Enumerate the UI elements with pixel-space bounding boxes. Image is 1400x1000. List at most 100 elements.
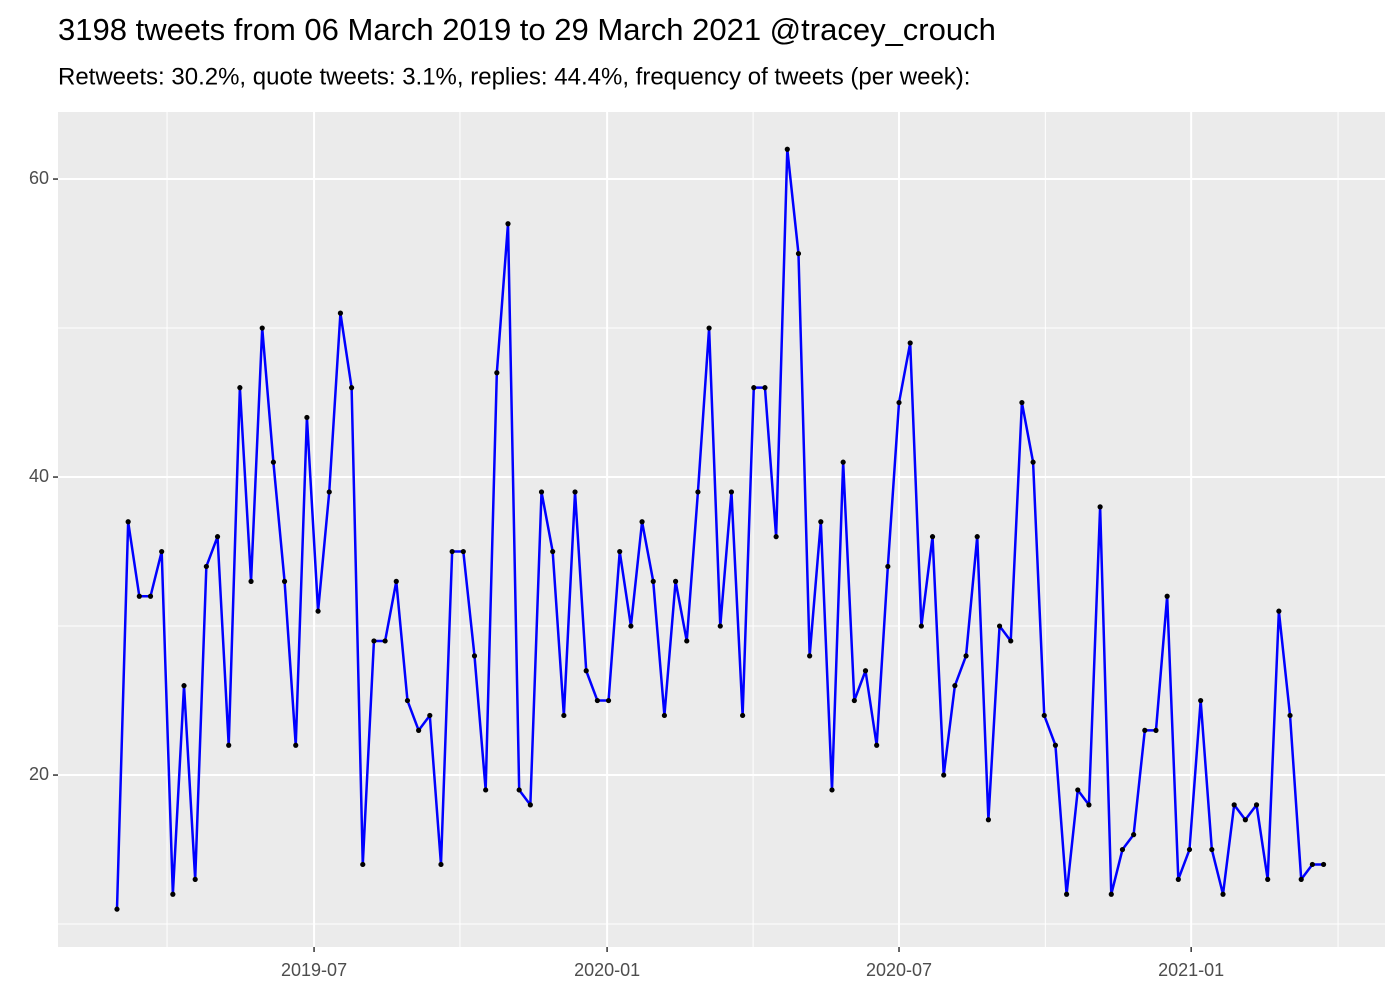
data-point (717, 623, 723, 629)
data-point (773, 534, 779, 540)
data-point (918, 623, 924, 629)
data-point (684, 638, 690, 644)
x-tick-label: 2021-01 (1158, 960, 1224, 980)
y-tick-label: 60 (29, 168, 49, 188)
data-point (203, 563, 209, 570)
data-point (1086, 802, 1092, 808)
data-point (516, 787, 522, 793)
chart-subtitle: Retweets: 30.2%, quote tweets: 3.1%, rep… (58, 63, 970, 90)
data-point (404, 697, 411, 704)
data-point (561, 712, 567, 719)
data-point (740, 712, 746, 719)
data-point (594, 697, 600, 704)
data-point (1030, 459, 1036, 465)
data-point (1064, 891, 1070, 897)
data-point (315, 608, 321, 614)
data-point (851, 697, 857, 704)
data-point (952, 683, 958, 689)
data-point (963, 653, 969, 659)
data-point (795, 250, 802, 257)
data-point (248, 578, 254, 584)
data-point (974, 534, 980, 540)
data-point (1298, 876, 1304, 882)
data-point (1097, 504, 1103, 510)
data-point (572, 489, 578, 495)
data-point (1309, 861, 1315, 868)
data-point (159, 548, 165, 555)
y-tick-label: 40 (29, 466, 49, 486)
data-point (226, 742, 232, 748)
data-point (1175, 876, 1181, 882)
data-point (348, 385, 355, 391)
data-point (1265, 876, 1271, 882)
data-point (337, 310, 344, 316)
data-point (818, 519, 824, 525)
data-point (1287, 712, 1293, 719)
data-point (1119, 846, 1126, 853)
data-point (661, 712, 668, 719)
data-point (1164, 593, 1170, 599)
data-point (985, 817, 991, 823)
data-point (728, 489, 735, 495)
data-point (416, 727, 422, 733)
data-point (1320, 861, 1327, 868)
y-tick-label: 20 (29, 764, 49, 784)
data-point (1276, 608, 1282, 614)
data-point (460, 548, 466, 555)
data-point (181, 683, 187, 689)
data-point (1153, 727, 1159, 733)
data-point (259, 325, 265, 331)
data-point (449, 548, 455, 555)
data-point (617, 548, 623, 555)
data-point (483, 787, 489, 793)
data-point (471, 653, 478, 659)
data-point (1142, 727, 1148, 733)
data-point (427, 712, 433, 719)
data-point (382, 638, 388, 644)
data-point (1131, 832, 1137, 838)
data-point (170, 891, 176, 897)
data-point (1242, 817, 1248, 823)
data-point (829, 787, 835, 793)
data-point (136, 593, 142, 599)
data-point (527, 802, 533, 808)
data-point (706, 325, 712, 331)
data-point (840, 459, 846, 465)
data-point (393, 578, 399, 584)
data-point (125, 519, 131, 525)
data-point (360, 861, 366, 868)
data-point (628, 623, 634, 629)
data-point (784, 146, 790, 152)
data-point (293, 742, 299, 748)
data-point (907, 340, 913, 346)
data-point (1075, 787, 1081, 793)
data-point (114, 906, 120, 912)
data-point (583, 668, 589, 674)
data-point (695, 489, 701, 495)
data-point (438, 861, 444, 868)
data-point (1231, 802, 1237, 808)
data-point (1041, 712, 1047, 719)
data-point (1019, 399, 1025, 406)
data-point (929, 534, 936, 540)
x-tick-label: 2019-07 (281, 960, 347, 980)
data-point (996, 623, 1003, 629)
chart-title: 3198 tweets from 06 March 2019 to 29 Mar… (58, 12, 996, 47)
data-point (1186, 846, 1193, 853)
data-point (751, 385, 757, 391)
data-point (941, 772, 947, 778)
panel (58, 112, 1385, 947)
data-point (1052, 742, 1059, 748)
data-point (639, 519, 645, 525)
data-point (885, 563, 891, 570)
data-point (1253, 802, 1260, 808)
data-point (650, 578, 656, 584)
data-point (1209, 846, 1215, 853)
x-tick-label: 2020-01 (574, 960, 640, 980)
data-point (1198, 697, 1204, 704)
data-point (214, 534, 221, 540)
data-point (1108, 891, 1114, 897)
data-point (874, 742, 880, 748)
